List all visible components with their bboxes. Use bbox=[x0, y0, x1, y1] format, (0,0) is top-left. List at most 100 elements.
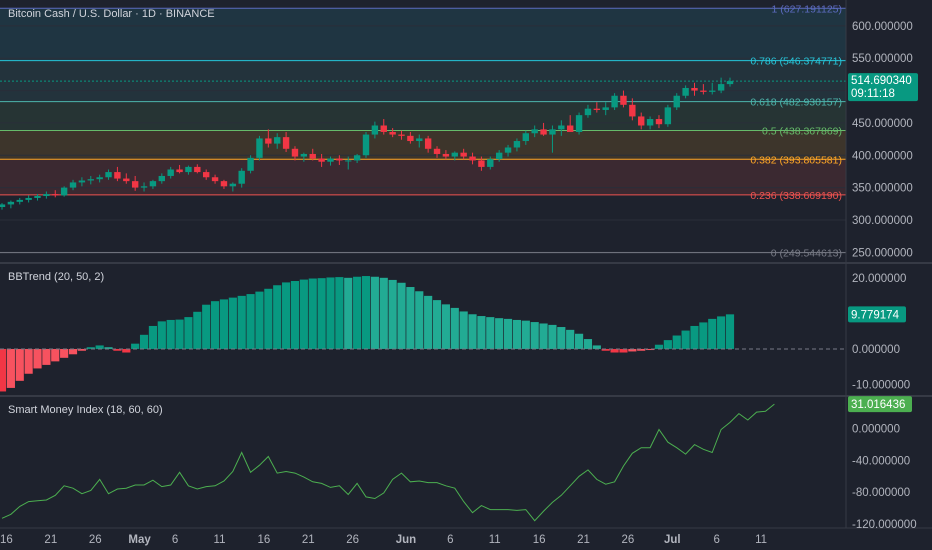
smi-tick-label: 0.000000 bbox=[852, 424, 900, 436]
candle-body bbox=[380, 125, 387, 132]
bbtrend-bar bbox=[139, 334, 149, 349]
candle-body bbox=[416, 138, 423, 142]
bbtrend-bar bbox=[717, 316, 726, 349]
bbtrend-bar bbox=[583, 339, 593, 349]
candle-body bbox=[398, 134, 405, 136]
bbtrend-bar bbox=[86, 347, 95, 349]
candle-body bbox=[646, 119, 654, 126]
price-tick-label: 350.000000 bbox=[852, 183, 913, 195]
time-tick-label: 16 bbox=[533, 534, 546, 546]
bbtrend-bar bbox=[672, 335, 681, 349]
candle-body bbox=[389, 131, 396, 135]
candle-body bbox=[371, 125, 379, 135]
bbtrend-bar bbox=[601, 348, 610, 351]
candle-body bbox=[673, 95, 680, 108]
candle-body bbox=[60, 187, 68, 196]
bbtrend-bar bbox=[273, 285, 282, 349]
bbtrend-bar bbox=[637, 348, 646, 351]
candle-body bbox=[566, 125, 574, 132]
bbtrend-bar bbox=[246, 294, 255, 349]
candle-body bbox=[220, 181, 228, 187]
bbtrend-bar bbox=[361, 276, 371, 349]
price-tick-label: 300.000000 bbox=[852, 215, 913, 227]
bbtrend-bar bbox=[184, 317, 193, 349]
candle-body bbox=[25, 197, 32, 200]
candle-body bbox=[424, 138, 432, 149]
bbtrend-bar bbox=[255, 291, 264, 349]
candle-body bbox=[442, 153, 450, 157]
bbtrend-bar bbox=[353, 276, 362, 349]
fib-zone bbox=[0, 60, 846, 102]
bbtrend-bar bbox=[619, 348, 628, 353]
candle-body bbox=[16, 199, 23, 202]
candle-body bbox=[274, 137, 281, 144]
candles bbox=[0, 77, 734, 210]
candle-body bbox=[43, 194, 50, 197]
candle-body bbox=[487, 159, 494, 167]
candle-body bbox=[691, 87, 698, 91]
candle-body bbox=[149, 181, 157, 187]
fib-zone bbox=[0, 159, 846, 195]
time-tick-label: Jul bbox=[664, 534, 681, 546]
candle-body bbox=[247, 157, 254, 171]
candle-body bbox=[282, 137, 290, 149]
time-tick-label: 11 bbox=[489, 534, 501, 546]
fib-zone bbox=[0, 101, 846, 131]
time-tick-label: 6 bbox=[447, 534, 453, 546]
candle-body bbox=[309, 153, 316, 159]
bbtrend-histogram bbox=[0, 276, 735, 392]
candle-body bbox=[522, 133, 530, 142]
current-price-value: 514.690340 bbox=[851, 75, 912, 87]
price-tick-label: 450.000000 bbox=[852, 118, 913, 130]
candle-body bbox=[558, 125, 565, 130]
bbtrend-bar bbox=[131, 343, 140, 349]
candle-body bbox=[7, 201, 15, 205]
smi-value-badge: 31.016436 bbox=[848, 396, 912, 413]
bbtrend-bar bbox=[646, 348, 655, 351]
time-tick-label: 6 bbox=[713, 534, 719, 546]
bbtrend-bar bbox=[406, 287, 415, 349]
bbtrend-bar bbox=[530, 322, 539, 349]
candle-body bbox=[460, 152, 467, 157]
candle-body bbox=[593, 108, 601, 110]
candle-body bbox=[407, 135, 414, 142]
smi-title[interactable]: Smart Money Index (18, 60, 60) bbox=[8, 404, 163, 416]
bbtrend-bar bbox=[415, 291, 424, 349]
candle-body bbox=[362, 134, 370, 156]
time-axis-labels[interactable]: 16 21 26 May 6 11 16 21 26 Jun 6 11 16 21 26 Jul 6 11 bbox=[0, 534, 767, 546]
fib-levels: 1 (627.191125) 0.786 (546.374771) 0.618 (4… bbox=[0, 3, 846, 260]
candle-body bbox=[726, 81, 734, 85]
fib-zone bbox=[0, 8, 846, 61]
symbol-title[interactable]: Bitcoin Cash / U.S. Dollar · 1D · BINANC… bbox=[8, 8, 215, 20]
bbtrend-bar bbox=[42, 348, 51, 365]
time-tick-label: 6 bbox=[172, 534, 178, 546]
time-tick-label: 26 bbox=[622, 534, 635, 546]
candle-body bbox=[291, 148, 299, 157]
candle-body bbox=[185, 166, 192, 173]
price-tick-label: 550.000000 bbox=[852, 53, 913, 65]
candle-body bbox=[123, 178, 130, 182]
candle-body bbox=[238, 170, 245, 184]
candle-body bbox=[300, 153, 308, 157]
bbtrend-bar bbox=[610, 348, 619, 353]
time-tick-label: 26 bbox=[89, 534, 102, 546]
fib-label: 0 (249.544613) bbox=[771, 248, 842, 260]
bbtrend-title[interactable]: BBTrend (20, 50, 2) bbox=[8, 271, 104, 283]
smi-tick-label: -120.000000 bbox=[852, 519, 917, 531]
time-tick-label: 26 bbox=[346, 534, 359, 546]
bbtrend-bar bbox=[486, 317, 495, 349]
bbtrend-bar bbox=[681, 330, 690, 349]
candle-body bbox=[575, 115, 583, 132]
candle-body bbox=[531, 129, 538, 134]
bbtrend-bar bbox=[219, 299, 229, 349]
candle-body bbox=[717, 84, 725, 91]
candle-body bbox=[433, 148, 441, 154]
candle-body bbox=[105, 172, 112, 178]
time-tick-label: 21 bbox=[577, 534, 590, 546]
bbtrend-bar bbox=[708, 318, 717, 349]
candle-body bbox=[114, 172, 121, 179]
candle-body bbox=[229, 183, 237, 187]
bbtrend-tick-label: -10.000000 bbox=[852, 379, 910, 391]
bbtrend-bar bbox=[202, 304, 211, 349]
